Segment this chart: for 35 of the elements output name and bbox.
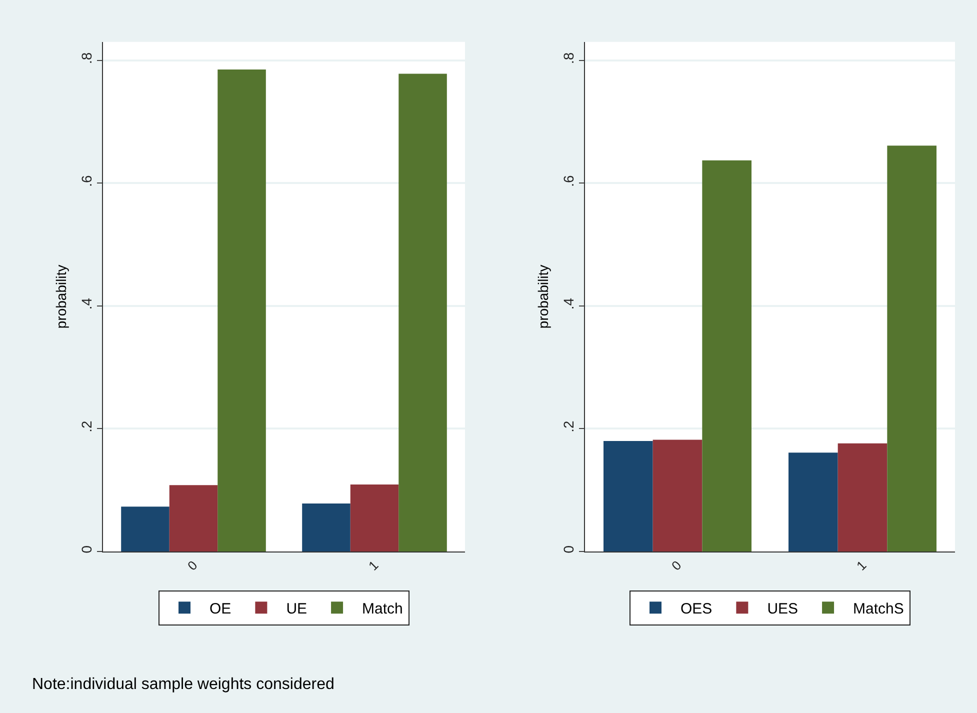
- bar: [604, 440, 653, 552]
- x-tick-label: 0: [668, 558, 684, 574]
- bar: [218, 70, 266, 552]
- bar: [398, 74, 447, 552]
- legend-label: OE: [210, 600, 232, 618]
- y-tick-label: .4: [78, 298, 94, 310]
- bar: [302, 504, 350, 552]
- y-tick-label: 0: [78, 545, 94, 554]
- bar: [838, 443, 888, 552]
- y-tick-label: .4: [560, 298, 576, 310]
- y-tick-label: 0: [560, 545, 576, 554]
- y-tick-label: .6: [78, 174, 94, 187]
- y-tick-label: .8: [78, 52, 94, 64]
- x-tick-label: 1: [365, 558, 382, 574]
- bar: [702, 160, 752, 552]
- bar: [350, 484, 399, 552]
- y-tick-label: .8: [560, 52, 576, 64]
- bar: [121, 506, 170, 552]
- y-tick-label: .2: [560, 420, 576, 432]
- text: Note:individual sample weights considered: [32, 676, 334, 693]
- legend-label: UE: [286, 600, 308, 618]
- bar: [169, 485, 218, 552]
- y-tick-label: .2: [78, 420, 94, 432]
- legend-label: OES: [680, 600, 712, 618]
- legend-label: Match: [362, 600, 403, 618]
- x-tick-label: 1: [853, 558, 870, 574]
- y-axis-title: probability: [535, 264, 551, 329]
- bar: [652, 440, 702, 552]
- legend-label: MatchS: [853, 600, 904, 618]
- y-axis-title: probability: [53, 264, 69, 329]
- bar: [788, 452, 838, 552]
- bar: [887, 146, 936, 552]
- legend-label: UES: [767, 600, 798, 618]
- x-tick-label: 0: [184, 558, 200, 574]
- y-tick-label: .6: [560, 174, 576, 187]
